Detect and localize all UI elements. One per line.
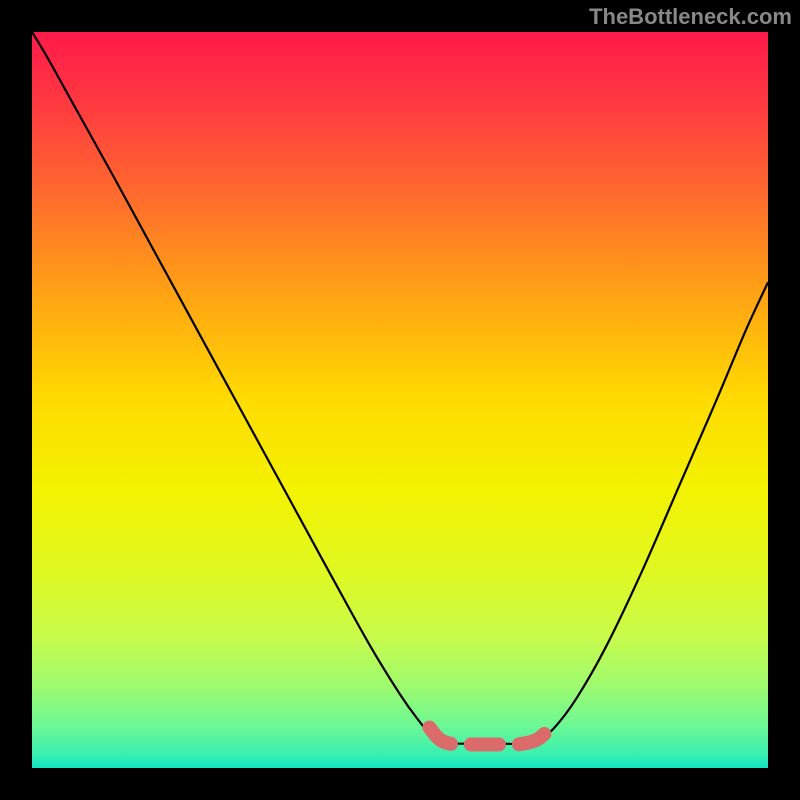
chart-frame: TheBottleneck.com <box>0 0 800 800</box>
watermark-label: TheBottleneck.com <box>589 4 792 30</box>
bottleneck-optimal-band <box>429 728 547 745</box>
bottleneck-curve <box>32 32 768 744</box>
curve-layer <box>0 0 800 800</box>
